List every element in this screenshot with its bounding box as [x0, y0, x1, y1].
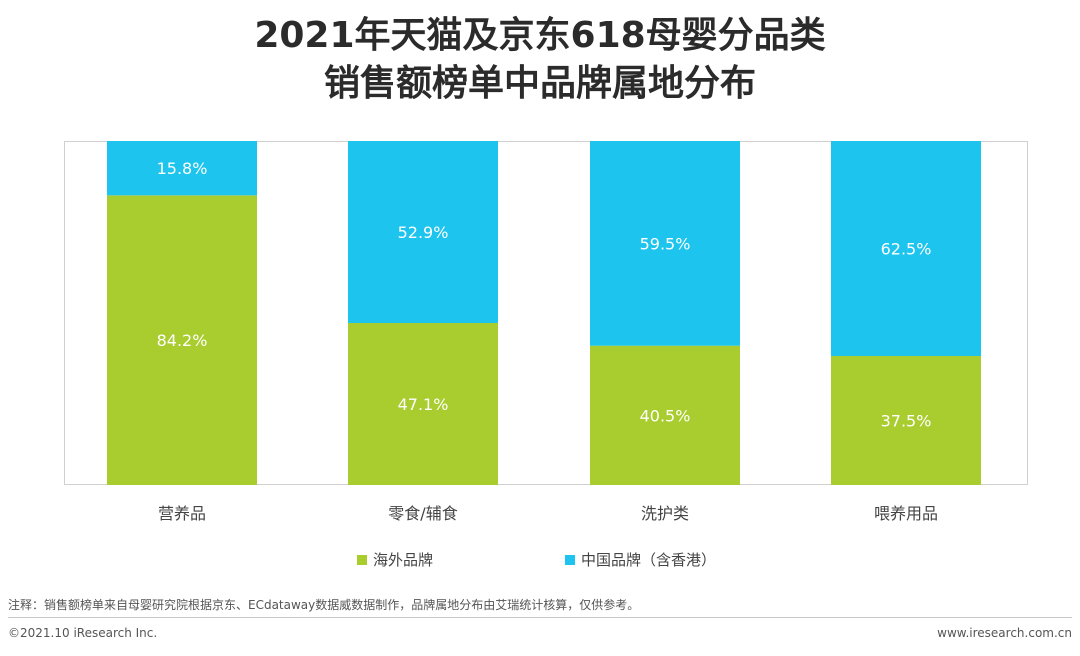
data-label-domestic-2: 52.9%: [398, 223, 449, 242]
data-label-domestic-4: 62.5%: [881, 240, 932, 259]
bar-overseas-2: [348, 322, 498, 485]
x-tick-label-4: 喂养用品: [874, 504, 938, 523]
bar-overseas-4: [831, 356, 981, 485]
x-tick-label-2: 零食/辅食: [388, 504, 457, 523]
copyright-text: ©2021.10 iResearch Inc.: [8, 626, 158, 640]
bar-domestic-4: [831, 141, 981, 356]
legend-swatch-domestic: [565, 555, 575, 565]
stacked-bar-chart: 84.2% 15.8% 营养品 47.1% 52.9% 零食/辅食 40.5% 59.5% 洗护…: [64, 141, 1028, 569]
data-label-domestic-3: 59.5%: [640, 234, 691, 253]
website-link[interactable]: www.iresearch.com.cn: [937, 626, 1072, 640]
bar-overseas-3: [590, 345, 740, 485]
bar-domestic-3: [590, 141, 740, 346]
data-label-domestic-1: 15.8%: [157, 159, 208, 178]
bar-overseas-1: [107, 195, 257, 486]
plot-frame: [64, 141, 1028, 485]
title-line-1: 2021年天猫及京东618母婴分品类: [254, 15, 826, 56]
data-label-overseas-4: 37.5%: [881, 412, 932, 431]
chart-title: 2021年天猫及京东618母婴分品类 销售额榜单中品牌属地分布: [0, 12, 1080, 108]
data-label-overseas-2: 47.1%: [398, 395, 449, 414]
data-label-overseas-1: 84.2%: [157, 331, 208, 350]
legend-label-overseas: 海外品牌: [373, 551, 433, 569]
footer-divider: [8, 617, 1072, 618]
legend-label-domestic: 中国品牌（含香港）: [581, 551, 716, 569]
title-line-2: 销售额榜单中品牌属地分布: [323, 63, 756, 104]
footnote: 注释：销售额榜单来自母婴研究院根据京东、ECdataway数据威数据制作，品牌属…: [8, 598, 640, 612]
bar-domestic-1: [107, 141, 257, 196]
x-tick-label-1: 营养品: [158, 504, 206, 523]
legend-swatch-overseas: [357, 555, 367, 565]
x-tick-label-3: 洗护类: [641, 504, 689, 523]
bar-domestic-2: [348, 141, 498, 323]
data-label-overseas-3: 40.5%: [640, 406, 691, 425]
